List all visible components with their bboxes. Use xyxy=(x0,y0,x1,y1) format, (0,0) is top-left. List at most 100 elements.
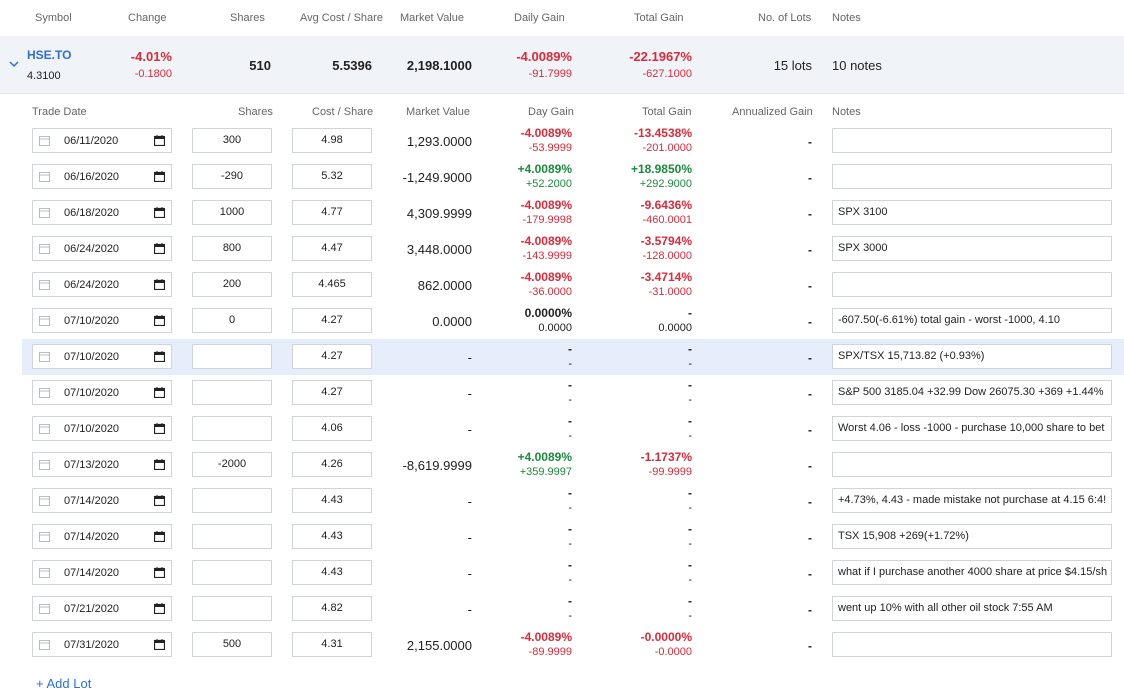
lot-note-input[interactable]: TSX 15,908 +269(+1.72%) xyxy=(832,524,1112,549)
lot-cost-input[interactable]: 4.77 xyxy=(292,200,372,225)
lot-row[interactable]: 06/18/2020 1000 4.77 4,309.9999 -4.0089%… xyxy=(22,195,1124,231)
col-total-gain[interactable]: Total Gain xyxy=(634,12,684,24)
lot-shares-input[interactable] xyxy=(192,560,272,585)
trade-date-input[interactable]: 07/10/2020 xyxy=(32,380,172,405)
lot-note-input[interactable]: SPX/TSX 15,713.82 (+0.93%) xyxy=(832,344,1112,369)
lot-note-input[interactable] xyxy=(832,272,1112,297)
lot-shares-input[interactable]: 300 xyxy=(192,128,272,153)
lot-cost-input[interactable]: 4.27 xyxy=(292,344,372,369)
lot-shares-input[interactable]: 800 xyxy=(192,236,272,261)
lot-row[interactable]: 06/16/2020 -290 5.32 -1,249.9000 +4.0089… xyxy=(22,159,1124,195)
calendar-picker-icon[interactable] xyxy=(153,567,166,579)
lot-shares-input[interactable] xyxy=(192,488,272,513)
lot-note-input[interactable] xyxy=(832,164,1112,189)
lot-cost-input[interactable]: 4.465 xyxy=(292,272,372,297)
calendar-picker-icon[interactable] xyxy=(153,207,166,219)
col-change[interactable]: Change xyxy=(128,12,167,24)
lot-row[interactable]: 07/14/2020 4.43 - - - - - - TSX 15,908 +… xyxy=(22,519,1124,555)
lot-row[interactable]: 07/14/2020 4.43 - - - - - - +4.73%, 4.43… xyxy=(22,483,1124,519)
trade-date-input[interactable]: 06/16/2020 xyxy=(32,164,172,189)
lot-note-input[interactable]: what if I purchase another 4000 share at… xyxy=(832,560,1112,585)
lot-note-input[interactable] xyxy=(832,632,1112,657)
notes-count[interactable]: 10 notes xyxy=(832,58,882,73)
lot-shares-input[interactable]: 1000 xyxy=(192,200,272,225)
lot-note-input[interactable] xyxy=(832,128,1112,153)
trade-date-input[interactable]: 06/24/2020 xyxy=(32,236,172,261)
lot-shares-input[interactable]: -290 xyxy=(192,164,272,189)
lot-cost-input[interactable]: 4.31 xyxy=(292,632,372,657)
trade-date-input[interactable]: 07/13/2020 xyxy=(32,452,172,477)
lot-cost-input[interactable]: 4.26 xyxy=(292,452,372,477)
lot-note-input[interactable]: SPX 3000 xyxy=(832,236,1112,261)
calendar-picker-icon[interactable] xyxy=(153,603,166,615)
lot-shares-input[interactable] xyxy=(192,596,272,621)
lot-note-input[interactable]: Worst 4.06 - loss -1000 - purchase 10,00… xyxy=(832,416,1112,441)
lot-note-input[interactable]: went up 10% with all other oil stock 7:5… xyxy=(832,596,1112,621)
col-shares[interactable]: Shares xyxy=(230,12,265,24)
col-market-value[interactable]: Market Value xyxy=(400,12,464,24)
lot-note-input[interactable]: -607.50(-6.61%) total gain - worst -1000… xyxy=(832,308,1112,333)
lot-cost-input[interactable]: 4.27 xyxy=(292,308,372,333)
calendar-picker-icon[interactable] xyxy=(153,171,166,183)
lot-cost-input[interactable]: 4.43 xyxy=(292,560,372,585)
trade-date-input[interactable]: 07/10/2020 xyxy=(32,416,172,441)
trade-date-input[interactable]: 06/18/2020 xyxy=(32,200,172,225)
lot-row[interactable]: 07/10/2020 4.27 - - - - - - S&P 500 3185… xyxy=(22,375,1124,411)
trade-date-input[interactable]: 07/14/2020 xyxy=(32,488,172,513)
lot-cost-input[interactable]: 4.43 xyxy=(292,524,372,549)
lot-cost-input[interactable]: 4.27 xyxy=(292,380,372,405)
lot-shares-input[interactable] xyxy=(192,380,272,405)
lot-shares-input[interactable] xyxy=(192,416,272,441)
lot-cost-input[interactable]: 4.06 xyxy=(292,416,372,441)
lot-note-input[interactable] xyxy=(832,452,1112,477)
col-avg-cost[interactable]: Avg Cost / Share xyxy=(300,12,383,24)
calendar-picker-icon[interactable] xyxy=(153,423,166,435)
lot-shares-input[interactable]: -2000 xyxy=(192,452,272,477)
calendar-picker-icon[interactable] xyxy=(153,495,166,507)
trade-date-input[interactable]: 07/14/2020 xyxy=(32,524,172,549)
add-lot-button[interactable]: + Add Lot xyxy=(36,676,92,691)
lot-row[interactable]: 07/13/2020 -2000 4.26 -8,619.9999 +4.008… xyxy=(22,447,1124,483)
col-lots[interactable]: No. of Lots xyxy=(758,12,812,24)
trade-date-input[interactable]: 07/21/2020 xyxy=(32,596,172,621)
lot-row[interactable]: 07/10/2020 4.06 - - - - - - Worst 4.06 -… xyxy=(22,411,1124,447)
lot-row[interactable]: 07/10/2020 0 4.27 0.0000 0.0000% 0.0000 … xyxy=(22,303,1124,339)
lot-shares-input[interactable] xyxy=(192,524,272,549)
calendar-picker-icon[interactable] xyxy=(153,135,166,147)
trade-date-input[interactable]: 07/10/2020 xyxy=(32,308,172,333)
lot-note-input[interactable]: S&P 500 3185.04 +32.99 Dow 26075.30 +369… xyxy=(832,380,1112,405)
calendar-picker-icon[interactable] xyxy=(153,459,166,471)
lot-shares-input[interactable]: 500 xyxy=(192,632,272,657)
lot-row[interactable]: 07/31/2020 500 4.31 2,155.0000 -4.0089% … xyxy=(22,627,1124,663)
lot-cost-input[interactable]: 4.98 xyxy=(292,128,372,153)
col-daily-gain[interactable]: Daily Gain xyxy=(514,12,565,24)
lot-cost-input[interactable]: 4.43 xyxy=(292,488,372,513)
lot-row[interactable]: 07/10/2020 4.27 - - - - - - SPX/TSX 15,7… xyxy=(22,339,1124,375)
position-row[interactable]: HSE.TO 4.3100 -4.01% -0.1800 510 5.5396 … xyxy=(0,36,1124,94)
trade-date-input[interactable]: 06/11/2020 xyxy=(32,128,172,153)
trade-date-input[interactable]: 07/14/2020 xyxy=(32,560,172,585)
lot-row[interactable]: 07/14/2020 4.43 - - - - - - what if I pu… xyxy=(22,555,1124,591)
calendar-picker-icon[interactable] xyxy=(153,639,166,651)
lot-note-input[interactable]: +4.73%, 4.43 - made mistake not purchase… xyxy=(832,488,1112,513)
calendar-picker-icon[interactable] xyxy=(153,243,166,255)
calendar-picker-icon[interactable] xyxy=(153,315,166,327)
lot-cost-input[interactable]: 4.47 xyxy=(292,236,372,261)
trade-date-input[interactable]: 07/10/2020 xyxy=(32,344,172,369)
lot-shares-input[interactable] xyxy=(192,344,272,369)
lot-note-input[interactable]: SPX 3100 xyxy=(832,200,1112,225)
calendar-picker-icon[interactable] xyxy=(153,279,166,291)
col-symbol[interactable]: Symbol xyxy=(35,12,72,24)
calendar-picker-icon[interactable] xyxy=(153,351,166,363)
lot-row[interactable]: 07/21/2020 4.82 - - - - - - went up 10% … xyxy=(22,591,1124,627)
lot-shares-input[interactable]: 200 xyxy=(192,272,272,297)
calendar-picker-icon[interactable] xyxy=(153,387,166,399)
lot-cost-input[interactable]: 5.32 xyxy=(292,164,372,189)
trade-date-input[interactable]: 06/24/2020 xyxy=(32,272,172,297)
calendar-picker-icon[interactable] xyxy=(153,531,166,543)
lot-row[interactable]: 06/24/2020 800 4.47 3,448.0000 -4.0089% … xyxy=(22,231,1124,267)
lot-cost-input[interactable]: 4.82 xyxy=(292,596,372,621)
lot-row[interactable]: 06/11/2020 300 4.98 1,293.0000 -4.0089% … xyxy=(22,123,1124,159)
trade-date-input[interactable]: 07/31/2020 xyxy=(32,632,172,657)
symbol-link[interactable]: HSE.TO xyxy=(27,48,72,62)
